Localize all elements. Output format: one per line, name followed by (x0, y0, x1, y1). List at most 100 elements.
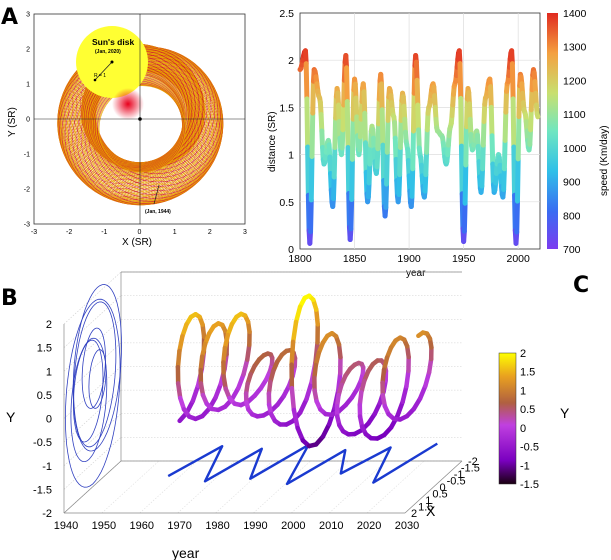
distance-segment (509, 61, 516, 102)
start-date: (Jan, 1944) (145, 209, 171, 215)
distance-segment (318, 111, 325, 134)
distance-segment (397, 117, 404, 151)
start-pointer (153, 184, 160, 205)
x-tick-label: 2000 (507, 253, 531, 265)
x-tick-label: 1960 (130, 520, 154, 532)
distance-segment (467, 116, 474, 138)
x-axis-label: year (172, 545, 200, 560)
distance-segment (331, 145, 338, 180)
distance-segment (528, 87, 535, 113)
z-tick-label: 0 (440, 482, 446, 494)
y-tick-label: 0 (288, 244, 294, 256)
3d-box (63, 271, 463, 514)
colorbar-tick-label: 1400 (563, 8, 587, 20)
x-tick-label: 3 (243, 229, 247, 236)
distance-segment (336, 102, 342, 125)
y-tick-label: -0.5 (33, 437, 52, 449)
helix-segment (290, 319, 299, 345)
helix-segment (289, 385, 297, 413)
floor-grid-line (139, 460, 197, 514)
distance-segment (501, 166, 507, 192)
y-tick-label: 1 (288, 150, 294, 162)
y-tick-label: 1 (46, 366, 52, 378)
helix-segment (175, 381, 183, 401)
distance-segment (358, 99, 365, 122)
distance-segment (511, 144, 518, 198)
distance-segment (410, 128, 416, 172)
helix-segment (291, 407, 300, 431)
floor-grid-line (101, 460, 160, 514)
y-tick-label: 1.5 (279, 102, 294, 114)
distance-segment (458, 143, 465, 197)
distance-segment (501, 137, 508, 172)
helix-segment (297, 396, 309, 415)
distance-segment (516, 83, 523, 120)
helix-segment (175, 348, 182, 370)
z-tick-label: 1 (425, 495, 431, 507)
distance-segment (305, 144, 311, 198)
floor-grid-line (215, 460, 273, 514)
y-tick-label: 1.5 (37, 343, 52, 355)
floor-zigzag (167, 442, 438, 486)
x-tick-label: -1 (101, 229, 107, 236)
distance-segment (344, 99, 351, 151)
colorbar-tick-label: 1.5 (520, 367, 535, 379)
helix-segment (289, 339, 296, 367)
distance-segment (384, 149, 390, 187)
helix-segment (236, 372, 246, 391)
distance-segment (534, 111, 541, 120)
helix-segment (423, 370, 432, 389)
helix-segment (177, 334, 185, 354)
helix-segment (314, 307, 320, 327)
floor-grid-line (253, 460, 311, 514)
origin-point (138, 117, 142, 121)
x-axis-label: year (406, 268, 426, 279)
z-tick-label: -0.5 (447, 476, 466, 488)
side-grid-line (63, 389, 122, 443)
x-tick-label: 1990 (243, 520, 267, 532)
distance-segment (348, 196, 355, 232)
distance-segment (479, 166, 486, 189)
distance-segment (383, 181, 390, 210)
distance-segment (380, 142, 387, 184)
distance-segment (410, 90, 417, 134)
colorbar-tick-label: 800 (563, 210, 581, 222)
x-tick-label: 1970 (167, 520, 191, 532)
disk-title: Sun's disk (92, 37, 134, 47)
distance-segment (392, 120, 398, 141)
distance-segment (458, 95, 464, 149)
distance-segment (344, 65, 350, 104)
side-grid-line (63, 295, 122, 348)
colorbar-label: speed (Km/day) (599, 125, 610, 196)
trajectory-loop (98, 85, 186, 173)
distance-segment (384, 117, 391, 155)
chart-ticks: 1800 1850 1900 1950 2000 0 0.5 1 1.5 2 2.5 (279, 8, 530, 265)
helix-segment (320, 421, 332, 439)
floor-grid-line (366, 460, 425, 514)
y-tick-label: 3 (26, 12, 30, 19)
z-axis-label: X (426, 503, 436, 519)
helix-segment (295, 425, 306, 443)
distance-segment (488, 104, 495, 139)
x-tick-label: 1950 (452, 253, 476, 265)
distance-segment (514, 156, 521, 204)
distance-segment (397, 145, 403, 178)
colorbar-tick-label: 1000 (563, 143, 587, 155)
distance-segment (308, 197, 314, 235)
speed-colorbar (547, 13, 558, 249)
projected-orbit (72, 339, 104, 443)
projected-orbit (81, 327, 106, 409)
floor-grid-line (291, 460, 349, 514)
distance-segment (336, 119, 343, 141)
distance-series (297, 48, 541, 246)
projected-orbit (72, 284, 122, 452)
x-tick-label: 1940 (54, 520, 78, 532)
floor-grid-line (329, 460, 387, 514)
y-tick-label: 2 (26, 47, 30, 54)
helix-segment (245, 342, 252, 362)
panel-a-distance-chart: 1800 1850 1900 1950 2000 0 0.5 1 1.5 2 2.5 year di… (267, 8, 610, 279)
colorbar-label: Y (560, 405, 570, 421)
distance-segment (466, 101, 473, 122)
distance-segment (328, 170, 334, 193)
distance-segment (357, 116, 364, 140)
